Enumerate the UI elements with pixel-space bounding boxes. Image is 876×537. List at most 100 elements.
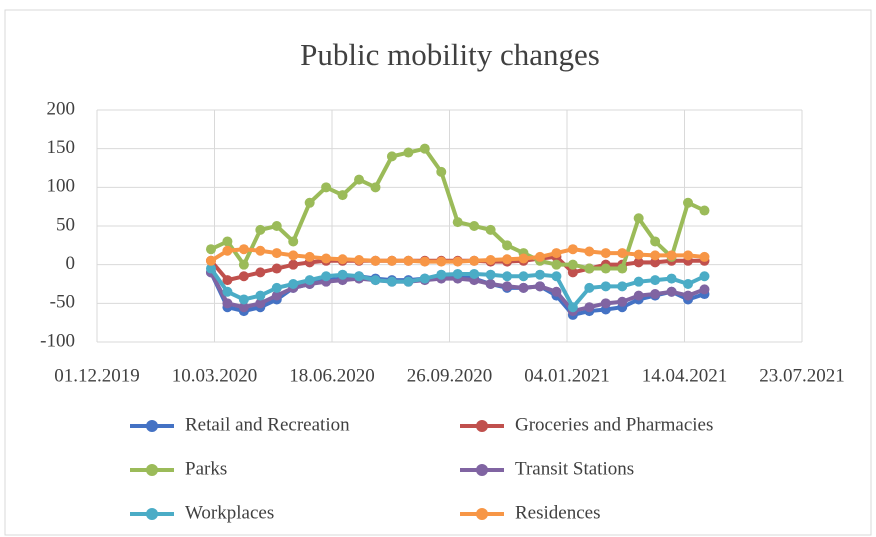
point [502, 281, 513, 292]
y-tick-label: 50 [56, 214, 75, 235]
point [617, 296, 628, 307]
point [584, 246, 595, 257]
point [222, 275, 233, 286]
point [205, 244, 216, 255]
point [534, 269, 545, 280]
point [584, 263, 595, 274]
point [452, 256, 463, 267]
point [238, 302, 249, 313]
point [370, 182, 381, 193]
point [633, 213, 644, 224]
point [485, 279, 496, 289]
point [337, 190, 348, 201]
y-tick-label: 0 [66, 253, 76, 274]
point [337, 269, 348, 280]
point [321, 271, 332, 282]
point [650, 236, 661, 247]
point [683, 279, 694, 289]
point [600, 263, 611, 274]
point [633, 276, 644, 287]
point [354, 255, 365, 266]
point [699, 205, 710, 216]
point [518, 282, 529, 293]
point [436, 166, 447, 177]
point [238, 244, 249, 255]
point [255, 298, 266, 309]
point [617, 248, 628, 259]
point [551, 259, 562, 270]
point [386, 151, 397, 162]
point [403, 276, 414, 287]
point [551, 286, 562, 297]
y-tick-label: -50 [50, 292, 75, 313]
point [534, 251, 545, 262]
point [567, 244, 578, 255]
point [502, 240, 513, 251]
point [337, 254, 348, 265]
point [567, 259, 578, 270]
point [600, 281, 611, 292]
point [288, 236, 299, 247]
point [633, 249, 644, 260]
point [633, 290, 644, 301]
point [205, 255, 216, 266]
point [534, 281, 545, 292]
point [502, 254, 513, 265]
x-tick-label: 26.09.2020 [407, 365, 493, 386]
point [386, 255, 397, 266]
point [238, 294, 249, 305]
point [255, 267, 266, 278]
point [419, 256, 430, 267]
point [584, 302, 595, 313]
point [650, 289, 661, 300]
point [255, 224, 266, 235]
point [650, 275, 661, 286]
point [238, 271, 249, 282]
point [238, 259, 249, 270]
point [518, 271, 529, 282]
point [222, 245, 233, 256]
point [205, 263, 216, 274]
point [469, 221, 480, 231]
point [271, 248, 282, 259]
point [683, 290, 694, 301]
legend-label: Transit Stations [515, 458, 634, 479]
point [222, 236, 233, 247]
point [271, 221, 282, 231]
point [617, 281, 628, 292]
point [699, 251, 710, 262]
point [600, 298, 611, 309]
legend-label: Groceries and Pharmacies [515, 414, 713, 435]
point [551, 271, 562, 282]
point [271, 263, 282, 274]
point [567, 302, 578, 313]
point [288, 279, 299, 289]
point [485, 255, 496, 266]
x-tick-label: 23.07.2021 [759, 365, 845, 386]
point [321, 253, 332, 264]
point [354, 271, 365, 282]
point [288, 250, 299, 261]
point [255, 290, 266, 301]
point [617, 263, 628, 274]
legend-label: Residences [515, 502, 600, 523]
x-tick-label: 04.01.2021 [524, 365, 610, 386]
point [502, 271, 513, 282]
point [469, 255, 480, 266]
point [222, 286, 233, 297]
point [485, 224, 496, 235]
point [222, 298, 233, 309]
point [304, 251, 315, 262]
y-tick-label: 100 [47, 176, 76, 197]
x-tick-label: 18.06.2020 [289, 365, 375, 386]
x-tick-label: 14.04.2021 [642, 365, 728, 386]
point [650, 250, 661, 261]
point [666, 286, 677, 297]
point [354, 174, 365, 185]
legend-label: Parks [185, 458, 227, 479]
chart-title: Public mobility changes [300, 37, 600, 72]
y-tick-label: 200 [47, 98, 76, 119]
point [650, 257, 661, 268]
point [386, 276, 397, 287]
point [699, 284, 710, 295]
